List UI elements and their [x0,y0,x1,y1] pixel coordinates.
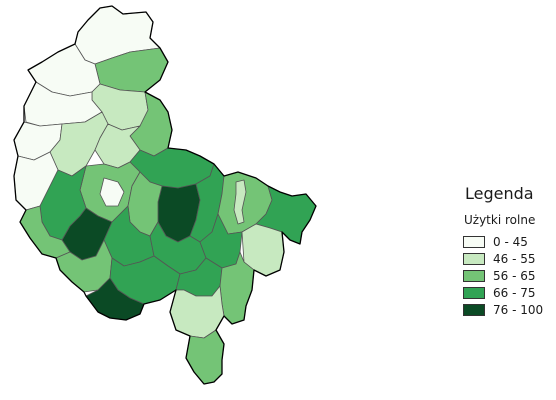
legend-swatch [463,252,485,265]
legend-swatch [463,269,485,282]
legend-label: 0 - 45 [493,234,528,249]
legend-label: 56 - 65 [493,268,536,283]
legend-item-46-55: 46 - 55 [463,250,543,267]
legend-label: 46 - 55 [493,251,536,266]
legend-item-56-65: 56 - 65 [463,267,543,284]
map-region [49,111,109,177]
map-region [99,177,125,207]
legend-item-66-75: 66 - 75 [463,284,543,301]
province-outline [13,5,317,385]
legend-item-0-45: 0 - 45 [463,233,543,250]
map-region [185,329,225,385]
legend-label: 66 - 75 [493,285,536,300]
legend-swatch [463,235,485,248]
legend-subtitle: Użytki rolne [464,213,536,227]
map-legend: Legenda Użytki rolne 0 - 45 46 - 55 56 -… [463,184,543,318]
legend-item-76-100: 76 - 100 [463,301,543,318]
map-region [233,179,247,225]
legend-title: Legenda [465,184,534,203]
legend-swatch [463,303,485,316]
legend-swatch [463,286,485,299]
legend-label: 76 - 100 [493,302,544,317]
